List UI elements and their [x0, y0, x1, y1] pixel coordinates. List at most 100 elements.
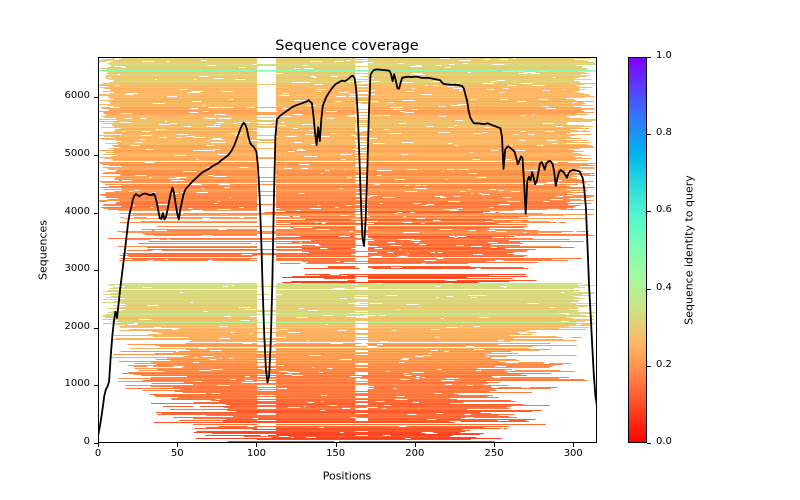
msa-row [131, 259, 552, 260]
msa-row [127, 365, 555, 366]
msa-row [101, 302, 572, 303]
y-tick-mark [94, 443, 98, 444]
msa-row [120, 147, 594, 148]
msa-row [179, 420, 527, 421]
msa-row [103, 189, 568, 190]
msa-row [112, 58, 591, 59]
y-tick-label: 1000 [64, 378, 90, 390]
msa-row [101, 195, 594, 196]
msa-row [157, 226, 528, 227]
msa-row [99, 135, 575, 136]
msa-row [100, 163, 597, 164]
msa-row [117, 231, 590, 232]
msa-row [118, 198, 569, 199]
msa-row [194, 432, 461, 433]
msa-row [109, 110, 583, 111]
msa-row [110, 93, 584, 94]
colorbar-tick-mark [647, 443, 651, 444]
x-tick-label: 50 [170, 448, 184, 459]
msa-row [151, 383, 489, 384]
msa-row [119, 327, 589, 328]
msa-row [166, 358, 492, 359]
msa-row [102, 91, 575, 92]
colorbar-tick-mark [647, 134, 651, 136]
msa-row [116, 202, 568, 203]
colorbar-tick-label: 0.6 [656, 204, 672, 216]
msa-row [106, 196, 594, 197]
msa-row [107, 103, 587, 104]
msa-row [171, 398, 450, 399]
msa-row [103, 204, 569, 205]
msa-row [102, 299, 575, 300]
msa-row [102, 167, 595, 168]
msa-row [108, 169, 567, 170]
x-tick-mark [98, 443, 99, 447]
colorbar-tick-mark [647, 288, 651, 290]
msa-row [180, 389, 495, 390]
msa-row [224, 407, 507, 408]
msa-row [130, 348, 530, 349]
msa-row [108, 165, 596, 166]
msa-row [105, 75, 591, 76]
msa-row [115, 177, 573, 178]
plot-frame [98, 57, 597, 443]
msa-row [103, 291, 574, 292]
msa-row [99, 84, 586, 85]
msa-row [98, 150, 575, 151]
y-tick-mark [94, 327, 98, 329]
msa-row [121, 188, 587, 189]
msa-row [172, 417, 518, 418]
msa-row [98, 94, 589, 95]
msa-row [195, 438, 502, 439]
msa-row [300, 236, 515, 237]
msa-row [106, 114, 588, 115]
msa-row [114, 178, 578, 179]
msa-row [187, 355, 577, 356]
msa-row [113, 151, 584, 152]
msa-row [114, 179, 580, 180]
plot-area [98, 57, 597, 443]
msa-row [113, 131, 591, 132]
x-tick-label: 150 [326, 448, 346, 459]
msa-row [318, 244, 491, 245]
msa-row [172, 352, 492, 353]
msa-row [149, 394, 458, 395]
x-tick-mark [335, 443, 337, 447]
msa-row [98, 60, 587, 61]
msa-row [116, 307, 577, 308]
msa-row [99, 194, 583, 195]
msa-row [125, 309, 570, 310]
msa-row [127, 344, 499, 345]
msa-row [119, 361, 499, 362]
msa-row [308, 262, 538, 263]
msa-row [106, 78, 576, 79]
msa-row [100, 176, 577, 177]
msa-row [132, 214, 594, 215]
msa-row [147, 249, 536, 250]
msa-row [125, 304, 577, 305]
msa-row [128, 372, 508, 373]
msa-row [120, 351, 521, 352]
msa-row [110, 66, 583, 67]
y-tick-label: 6000 [64, 90, 90, 102]
msa-row [124, 218, 587, 219]
msa-row [292, 228, 489, 229]
x-tick-label: 200 [405, 448, 425, 459]
msa-row [107, 238, 534, 239]
msa-row [271, 437, 477, 438]
msa-row [252, 429, 463, 430]
msa-row [107, 199, 582, 200]
msa-row [118, 180, 585, 181]
msa-coverage-plot [98, 57, 597, 443]
msa-row [193, 402, 464, 403]
y-tick-mark [94, 212, 98, 214]
msa-row [159, 346, 534, 347]
msa-row [142, 233, 543, 234]
msa-row [177, 397, 500, 398]
y-tick-label: 2000 [64, 320, 90, 332]
msa-row [115, 142, 592, 143]
msa-row [147, 334, 533, 335]
msa-row [115, 118, 584, 119]
msa-row [101, 207, 574, 208]
msa-row [119, 322, 577, 323]
